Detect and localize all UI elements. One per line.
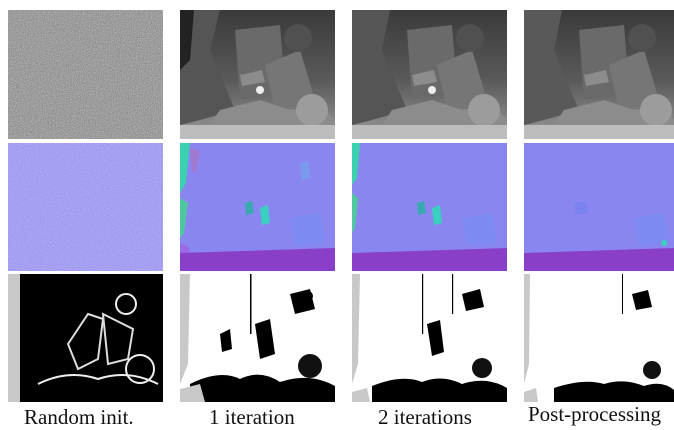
- disparity-iteration-1: [180, 10, 335, 139]
- confidence-post-processing: [524, 274, 674, 402]
- normal-random-init: [8, 143, 163, 271]
- caption-2-iterations: 2 iterations: [378, 405, 472, 429]
- confidence-iteration-2: [352, 274, 507, 402]
- caption-random-init: Random init.: [24, 405, 134, 429]
- normal-iteration-1: [180, 143, 335, 271]
- disparity-random-init: [8, 10, 163, 139]
- confidence-iteration-1: [180, 274, 335, 402]
- caption-post-processing: Post-processing: [528, 402, 661, 426]
- caption-1-iteration: 1 iteration: [209, 405, 295, 429]
- normal-post-processing: [524, 143, 674, 271]
- disparity-post-processing: [524, 10, 674, 139]
- confidence-random-init: [8, 274, 163, 402]
- normal-iteration-2: [352, 143, 507, 271]
- disparity-iteration-2: [352, 10, 507, 139]
